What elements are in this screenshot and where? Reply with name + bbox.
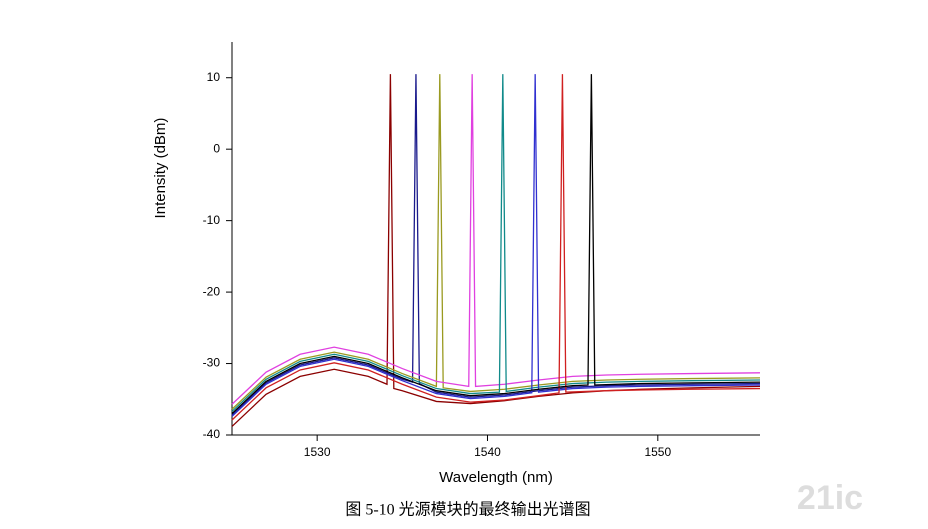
spectrum-line: [231, 74, 761, 412]
y-tick-label: -40: [203, 427, 221, 441]
watermark: 21ic: [797, 479, 863, 517]
spectrum-line: [231, 74, 761, 415]
spectrum-line: [231, 74, 761, 410]
y-tick-label: 0: [213, 141, 220, 155]
y-tick-label: 10: [207, 70, 221, 84]
x-tick-label: 1550: [644, 445, 671, 459]
spectrum-line: [231, 74, 761, 421]
x-axis-label: Wavelength (nm): [439, 469, 553, 486]
x-tick-label: 1530: [304, 445, 331, 459]
y-tick-label: -10: [203, 213, 221, 227]
caption: 图 5-10 光源模块的最终输出光谱图: [345, 501, 590, 519]
x-tick-label: 1540: [474, 445, 501, 459]
spectrum-line: [231, 74, 761, 405]
spectrum-line: [231, 74, 761, 417]
y-tick-label: -20: [203, 284, 221, 298]
y-tick-label: -30: [203, 356, 221, 370]
y-axis-label: Intensity (dBm): [152, 118, 169, 219]
